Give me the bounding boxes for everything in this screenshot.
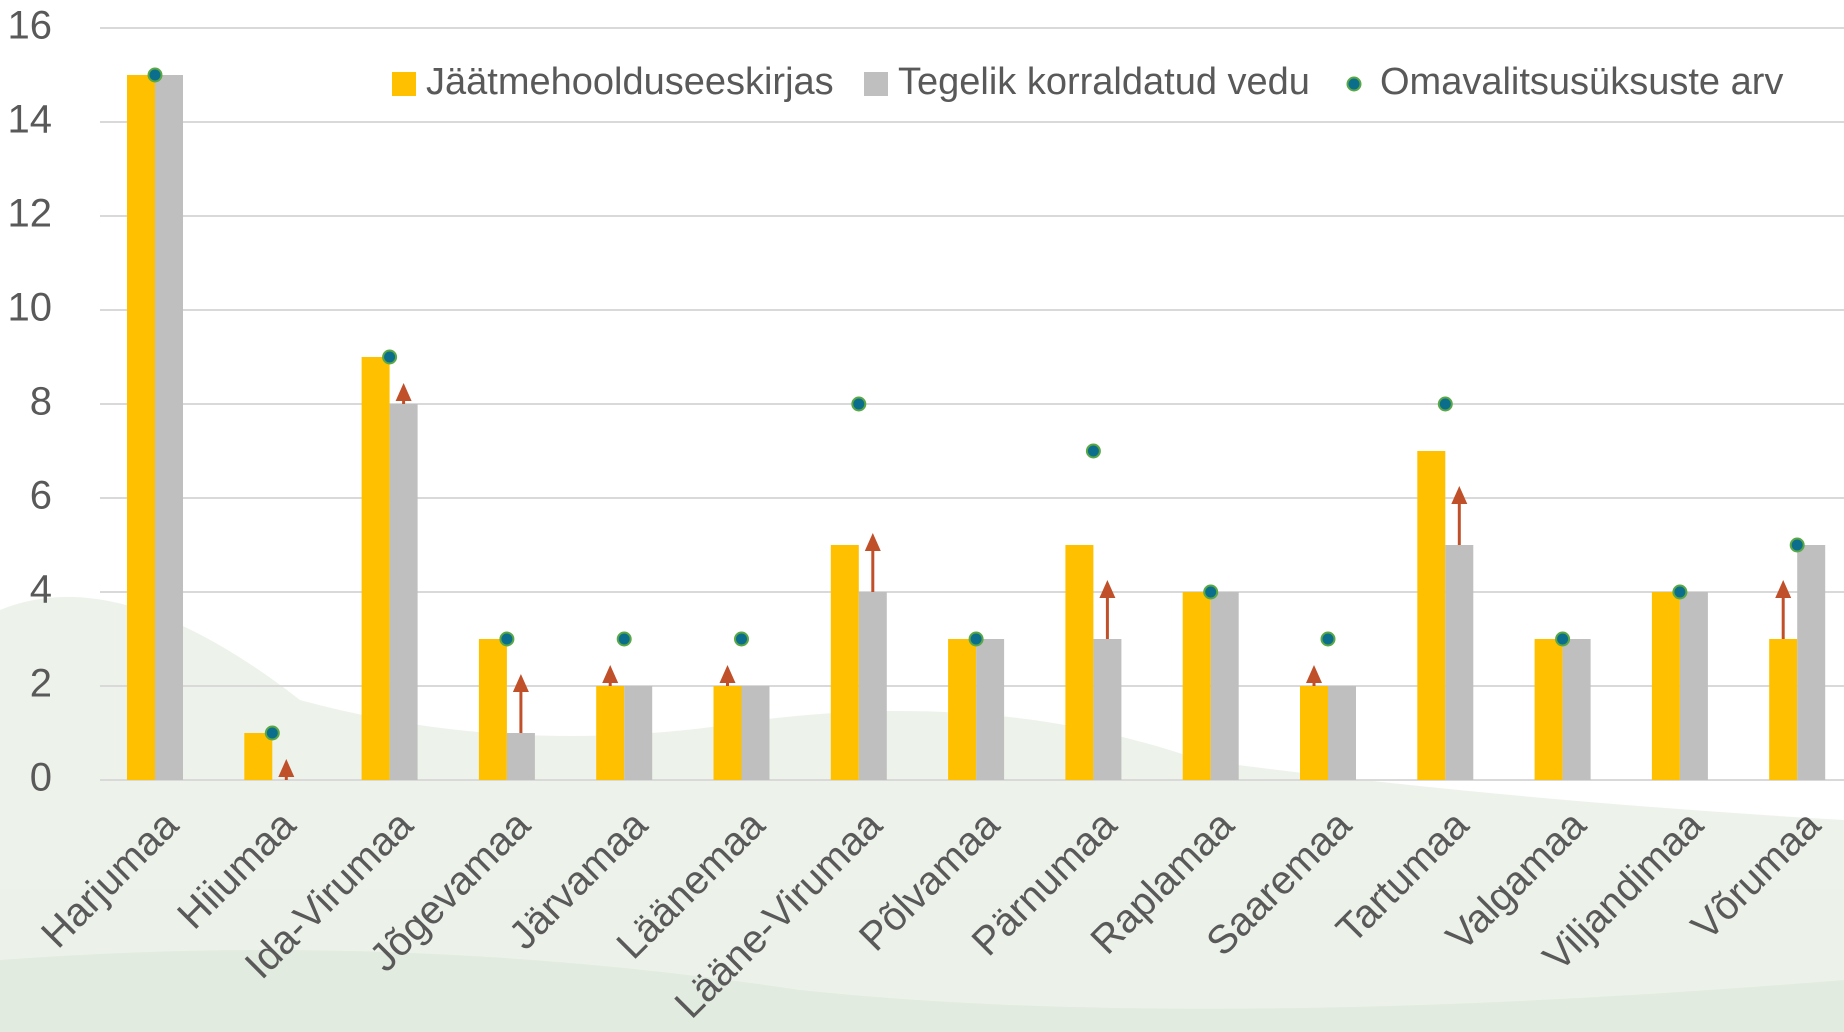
bar: [948, 639, 977, 780]
bar: [1093, 639, 1122, 780]
dot: [1555, 631, 1571, 647]
bar: [1065, 545, 1094, 780]
dot: [616, 631, 632, 647]
bar: [1417, 451, 1446, 780]
dot: [264, 725, 280, 741]
arrow-head: [1775, 580, 1792, 598]
arrow-head: [602, 665, 619, 683]
dot: [382, 349, 398, 365]
bar: [127, 75, 155, 780]
dot: [1320, 631, 1336, 647]
bar: [830, 545, 859, 780]
dot: [1203, 584, 1219, 600]
bar: [389, 404, 418, 780]
dot: [851, 396, 867, 412]
background-decoration: [0, 596, 1844, 1032]
dot: [1437, 396, 1453, 412]
bar: [1651, 592, 1680, 780]
bar: [1534, 639, 1563, 780]
dot: [1085, 443, 1101, 459]
y-tick-label: 12: [8, 192, 53, 236]
y-tick-label: 2: [30, 662, 52, 706]
y-tick-label: 8: [30, 380, 52, 424]
legend-label: Omavalitsusüksuste arv: [1380, 61, 1783, 103]
bar: [976, 639, 1005, 780]
bar: [624, 686, 653, 780]
arrow-head: [719, 665, 736, 683]
bar: [1562, 639, 1591, 780]
arrow-head: [512, 674, 529, 692]
y-tick-label: 6: [30, 474, 52, 518]
bar: [1769, 639, 1798, 780]
bar: [741, 686, 770, 780]
arrow-head: [1451, 486, 1468, 504]
bar: [1182, 592, 1211, 780]
arrow-head: [864, 533, 881, 551]
bar: [1445, 545, 1474, 780]
bar: [244, 733, 273, 780]
dot: [1789, 537, 1805, 553]
bar: [596, 686, 625, 780]
dot: [968, 631, 984, 647]
y-tick-label: 10: [8, 286, 53, 330]
bar: [1679, 592, 1708, 780]
bar: [506, 733, 535, 780]
dot: [734, 631, 749, 647]
y-tick-label: 14: [8, 98, 53, 142]
legend-label: Jäätmehoolduseeskirjas: [426, 61, 834, 103]
legend-label: Tegelik korraldatud vedu: [898, 61, 1310, 103]
arrow-head: [1306, 665, 1322, 683]
legend-swatch: [392, 72, 416, 96]
dot: [499, 631, 515, 647]
bar: [858, 592, 887, 780]
bar: [1797, 545, 1826, 780]
bar: [713, 686, 742, 780]
bar: [478, 639, 507, 780]
dot: [1672, 584, 1688, 600]
arrow-head: [1099, 580, 1116, 598]
dot: [147, 67, 163, 83]
bar: [1300, 686, 1328, 780]
bar: [1328, 686, 1356, 780]
bar: [1210, 592, 1239, 780]
y-tick-label: 16: [8, 4, 53, 48]
y-tick-label: 4: [30, 568, 52, 612]
bar: [361, 357, 390, 780]
legend-dot: [1346, 76, 1362, 92]
arrow-head: [395, 383, 412, 401]
bar: [155, 75, 183, 780]
legend-swatch: [864, 72, 888, 96]
y-tick-label: 0: [30, 756, 52, 800]
arrow-head: [278, 759, 295, 777]
